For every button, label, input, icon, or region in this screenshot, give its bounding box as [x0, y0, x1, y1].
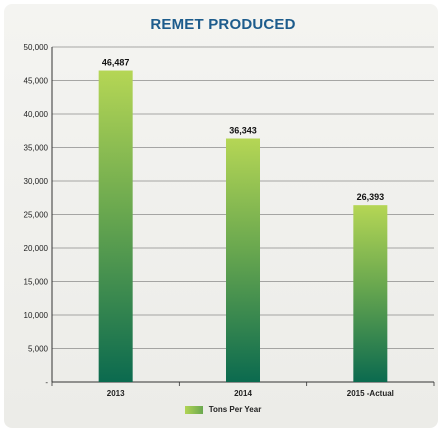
bar	[98, 70, 133, 382]
y-tick-label: 20,000	[24, 244, 49, 253]
y-tick-label: 45,000	[24, 77, 49, 86]
legend-swatch	[184, 405, 203, 414]
bar	[226, 138, 260, 382]
chart-title: REMET PRODUCED	[150, 16, 296, 33]
bar	[353, 205, 388, 382]
legend-label: Tons Per Year	[208, 405, 262, 414]
y-tick-label: 10,000	[24, 311, 49, 320]
y-tick-label: 35,000	[24, 144, 49, 153]
y-tick-label: -	[45, 378, 48, 387]
data-label: 26,393	[357, 192, 385, 202]
y-tick-label: 5,000	[28, 345, 49, 354]
y-tick-label: 30,000	[24, 177, 49, 186]
x-tick-label: 2015 -Actual	[347, 389, 394, 398]
y-tick-label: 15,000	[24, 278, 49, 287]
x-tick-label: 2014	[234, 389, 252, 398]
y-tick-label: 25,000	[24, 211, 49, 220]
y-tick-label: 50,000	[24, 43, 49, 52]
x-tick-label: 2013	[107, 389, 125, 398]
y-tick-label: 40,000	[24, 110, 49, 119]
data-label: 46,487	[102, 58, 130, 68]
data-label: 36,343	[229, 126, 257, 136]
legend: Tons Per Year	[0, 405, 446, 414]
